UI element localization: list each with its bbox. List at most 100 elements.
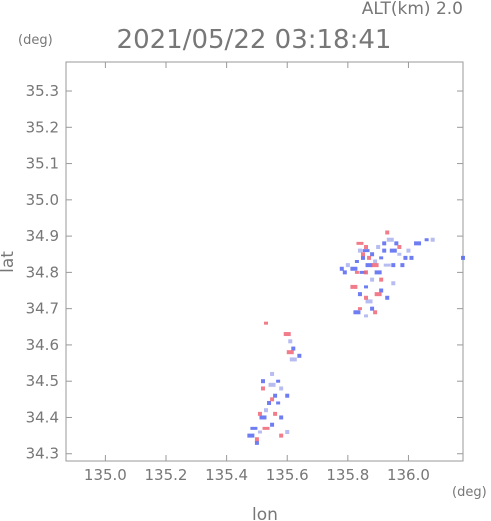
echo-point-negative [339, 266, 344, 271]
x-tick-label: 135.4 [205, 466, 248, 484]
y-tick-label: 35.0 [26, 191, 59, 209]
echo-point-negative [279, 386, 284, 391]
echo-point-positive [264, 321, 269, 325]
echo-point-negative [414, 241, 422, 246]
echo-point-positive [254, 437, 259, 442]
echo-point-negative [273, 393, 278, 398]
echo-point-negative [345, 263, 350, 268]
timestamp-title: 2021/05/22 03:18:41 [117, 25, 392, 55]
echo-point-negative [268, 382, 276, 387]
y-tick-label: 34.9 [26, 227, 59, 245]
echo-point-positive [364, 270, 369, 275]
echo-point-negative [373, 259, 378, 264]
echo-point-negative [370, 306, 375, 311]
echo-point-negative [389, 248, 397, 253]
echo-point-negative [264, 408, 269, 413]
echo-point-negative [406, 248, 411, 253]
echo-point-positive [270, 397, 275, 402]
echo-point-negative [365, 263, 373, 268]
echo-point-positive [371, 263, 379, 268]
echo-point-negative [386, 237, 394, 242]
echo-point-negative [370, 277, 375, 282]
x-tick-label: 135.6 [266, 466, 309, 484]
echo-point-negative [257, 430, 262, 434]
echo-point-negative [342, 270, 347, 275]
echo-point-positive [354, 270, 359, 274]
x-unit-label: (deg) [452, 485, 487, 500]
echo-point-positive [350, 284, 358, 289]
y-axis-label: lat [0, 251, 18, 273]
echo-point-negative [276, 401, 281, 405]
echo-point-negative [374, 270, 382, 275]
echo-point-negative [365, 299, 373, 304]
echo-point-negative [430, 237, 435, 242]
echo-point-positive [360, 252, 365, 257]
echo-point-positive [379, 277, 384, 282]
echo-point-negative [382, 248, 387, 253]
echo-point-negative [285, 429, 290, 434]
x-axis-label: lon [252, 505, 278, 521]
echo-point-negative [409, 255, 414, 260]
echo-point-positive [397, 244, 402, 249]
echo-point-negative [353, 310, 361, 315]
x-tick-label: 135.8 [326, 466, 369, 484]
echo-point-negative [357, 248, 362, 253]
echo-point-negative [359, 270, 367, 274]
echo-point-negative [279, 415, 284, 420]
echo-point-negative [270, 371, 275, 376]
echo-point-negative [403, 255, 408, 260]
x-tick-label: 135.2 [145, 466, 188, 484]
y-unit-label: (deg) [18, 33, 53, 48]
echo-point-positive [374, 292, 382, 297]
echo-point-negative [288, 339, 293, 344]
echo-point-negative [376, 244, 381, 249]
plot-frame [65, 61, 464, 462]
echo-point-positive [260, 386, 265, 391]
echo-point-positive [273, 411, 278, 416]
echo-point-negative [382, 241, 387, 246]
y-tick-label: 35.2 [26, 118, 59, 136]
y-tick-label: 34.4 [26, 408, 59, 426]
echo-point-negative [260, 379, 265, 384]
echo-point-positive [364, 244, 369, 249]
echo-point-negative [370, 252, 375, 257]
altitude-label: ALT(km) 2.0 [362, 0, 463, 19]
echo-point-positive [367, 255, 372, 260]
echo-point-negative [276, 379, 281, 383]
echo-point-positive [364, 295, 369, 300]
echo-point-positive [286, 350, 294, 355]
echo-point-negative [259, 415, 267, 420]
y-tick-label: 35.3 [26, 82, 59, 100]
echo-point-negative [250, 426, 258, 430]
echo-point-negative [461, 255, 465, 260]
echo-point-negative [354, 260, 359, 263]
echo-point-negative [400, 263, 405, 268]
echo-point-positive [356, 241, 364, 245]
echo-point-positive [279, 433, 284, 438]
echo-point-positive [357, 307, 362, 311]
echo-point-negative [254, 440, 259, 445]
echo-point-negative [289, 357, 297, 362]
y-tick-label: 34.6 [26, 336, 59, 354]
echo-points [247, 230, 465, 445]
echo-point-negative [297, 353, 302, 358]
echo-point-negative [391, 263, 396, 268]
echo-point-negative [362, 249, 370, 253]
echo-point-negative [285, 393, 290, 398]
echo-point-positive [262, 426, 270, 430]
x-tick-label: 136.0 [387, 466, 430, 484]
echo-point-positive [373, 310, 378, 315]
echo-point-negative [364, 314, 369, 318]
echo-point-negative [424, 238, 429, 242]
y-tick-label: 35.1 [26, 155, 59, 173]
echo-point-negative [391, 281, 396, 286]
x-tick-label: 135.0 [84, 466, 127, 484]
echo-point-positive [283, 332, 291, 337]
echo-point-negative [383, 263, 391, 267]
x-tick-group: 135.0 135.2 135.4 135.6 135.8 136.0 [84, 62, 430, 484]
y-tick-label: 34.5 [26, 372, 59, 390]
echo-point-positive [257, 411, 262, 416]
echo-point-negative [364, 285, 369, 289]
echo-point-negative [247, 433, 255, 438]
